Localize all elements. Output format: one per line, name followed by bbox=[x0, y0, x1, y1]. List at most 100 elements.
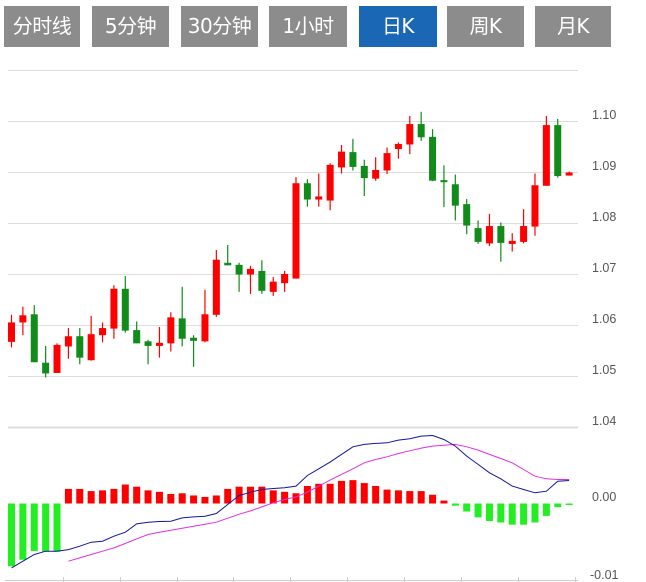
candle-body bbox=[383, 153, 391, 171]
y-tick-label: 1.10 bbox=[592, 108, 616, 122]
macd-histogram-bar bbox=[30, 503, 38, 551]
candle-body bbox=[19, 315, 27, 323]
candle-body bbox=[417, 124, 425, 138]
macd-histogram-bar bbox=[520, 503, 528, 525]
candle-body bbox=[542, 125, 550, 186]
candle-body bbox=[110, 288, 118, 329]
tab-30min[interactable]: 30分钟 bbox=[181, 6, 258, 47]
macd-histogram-bar bbox=[383, 489, 391, 504]
tab-daily-k[interactable]: 日K bbox=[359, 6, 437, 47]
macd-dif-line bbox=[11, 434, 570, 569]
macd-histogram-bar bbox=[360, 483, 368, 504]
macd-panel bbox=[5, 434, 578, 582]
macd-histogram-bar bbox=[8, 503, 15, 567]
macd-histogram-bar bbox=[440, 500, 448, 504]
y-tick-label: 1.09 bbox=[592, 159, 616, 173]
candle-body bbox=[338, 151, 346, 168]
candle-body bbox=[349, 152, 357, 167]
macd-histogram-bar bbox=[292, 493, 300, 504]
candle-body bbox=[258, 270, 266, 291]
macd-histogram-bar bbox=[463, 503, 471, 512]
candle-body bbox=[292, 183, 300, 279]
y-tick-label: 1.08 bbox=[592, 210, 616, 224]
candle-body bbox=[155, 342, 163, 346]
macd-histogram-bar bbox=[315, 483, 323, 504]
macd-histogram-bar bbox=[372, 485, 380, 504]
candle-body bbox=[64, 336, 72, 347]
macd-histogram-bar bbox=[64, 488, 72, 504]
candle-body bbox=[144, 341, 152, 346]
candle-body bbox=[87, 334, 95, 361]
candle-body bbox=[121, 288, 129, 331]
macd-histogram-bar bbox=[406, 491, 414, 504]
macd-histogram-bar bbox=[19, 503, 27, 560]
macd-histogram-bar bbox=[87, 491, 95, 504]
period-tabs: 分时线 5分钟 30分钟 1小时 日K 周K 月K bbox=[0, 0, 646, 52]
y-tick-label: 1.06 bbox=[592, 312, 616, 326]
y-tick-label: 1.04 bbox=[592, 414, 616, 428]
macd-histogram-bar bbox=[246, 486, 254, 504]
macd-histogram-bar bbox=[326, 483, 334, 504]
macd-histogram-bar bbox=[554, 503, 562, 508]
macd-histogram-bar bbox=[167, 494, 175, 504]
macd-histogram-bar bbox=[53, 503, 61, 552]
macd-histogram-bar bbox=[349, 480, 357, 504]
macd-histogram-bar bbox=[394, 490, 402, 504]
candle-body bbox=[406, 124, 414, 145]
candle-body bbox=[520, 226, 528, 242]
candle-body bbox=[99, 328, 107, 336]
candle-body bbox=[394, 143, 402, 150]
candle-body bbox=[30, 314, 38, 363]
macd-histogram-bar bbox=[133, 486, 141, 504]
macd-tick-label: 0.00 bbox=[592, 490, 616, 504]
macd-histogram-bar bbox=[224, 488, 232, 504]
candle-body bbox=[201, 314, 209, 342]
macd-histogram-bar bbox=[281, 491, 289, 504]
macd-histogram-bar bbox=[110, 488, 118, 504]
macd-histogram-bar bbox=[303, 485, 311, 504]
price-grid bbox=[8, 70, 578, 429]
macd-histogram-bar bbox=[258, 486, 266, 504]
macd-histogram-bar bbox=[485, 503, 493, 522]
macd-histogram-bar bbox=[190, 495, 198, 504]
macd-histogram-bar bbox=[76, 488, 84, 504]
macd-histogram-bar bbox=[99, 490, 107, 504]
tab-weekly-k[interactable]: 周K bbox=[447, 6, 524, 47]
candle-body bbox=[53, 344, 61, 373]
candle-body bbox=[235, 264, 243, 275]
candle-body bbox=[42, 362, 50, 374]
candle-body bbox=[554, 125, 562, 177]
candle-body bbox=[440, 180, 448, 183]
candle-body bbox=[133, 330, 141, 344]
macd-histogram-bar bbox=[155, 491, 163, 504]
macd-histogram-bar bbox=[269, 490, 277, 504]
candle-body bbox=[224, 262, 232, 266]
macd-histogram-bar bbox=[144, 490, 152, 504]
candle-body bbox=[8, 322, 15, 342]
macd-dea-line bbox=[68, 443, 570, 562]
candle-body bbox=[463, 204, 471, 226]
macd-histogram-bar bbox=[212, 495, 220, 504]
price-axis-labels: 1.10 1.09 1.08 1.07 1.06 1.05 1.04 0.00 … bbox=[590, 108, 619, 582]
candle-body bbox=[212, 259, 220, 315]
candle-body bbox=[508, 240, 516, 244]
candle-body bbox=[167, 317, 175, 344]
candle-body bbox=[429, 136, 437, 181]
candle-body bbox=[565, 172, 573, 176]
macd-histogram-bar bbox=[508, 503, 516, 525]
candle-body bbox=[281, 274, 289, 284]
tab-5min[interactable]: 5分钟 bbox=[92, 6, 169, 47]
candle-body bbox=[451, 184, 459, 206]
y-tick-label: 1.07 bbox=[592, 261, 616, 275]
candle-body bbox=[76, 336, 84, 358]
macd-histogram-bar bbox=[542, 503, 550, 516]
tab-monthly-k[interactable]: 月K bbox=[535, 6, 611, 47]
macd-histogram-bar bbox=[121, 484, 129, 504]
candle-body bbox=[190, 337, 198, 341]
candle-body bbox=[178, 318, 186, 339]
candle-body bbox=[497, 226, 505, 243]
candle-body bbox=[485, 226, 493, 244]
macd-histogram-bar bbox=[178, 493, 186, 504]
tab-timeshare[interactable]: 分时线 bbox=[4, 6, 80, 47]
tab-1hour[interactable]: 1小时 bbox=[269, 6, 347, 47]
